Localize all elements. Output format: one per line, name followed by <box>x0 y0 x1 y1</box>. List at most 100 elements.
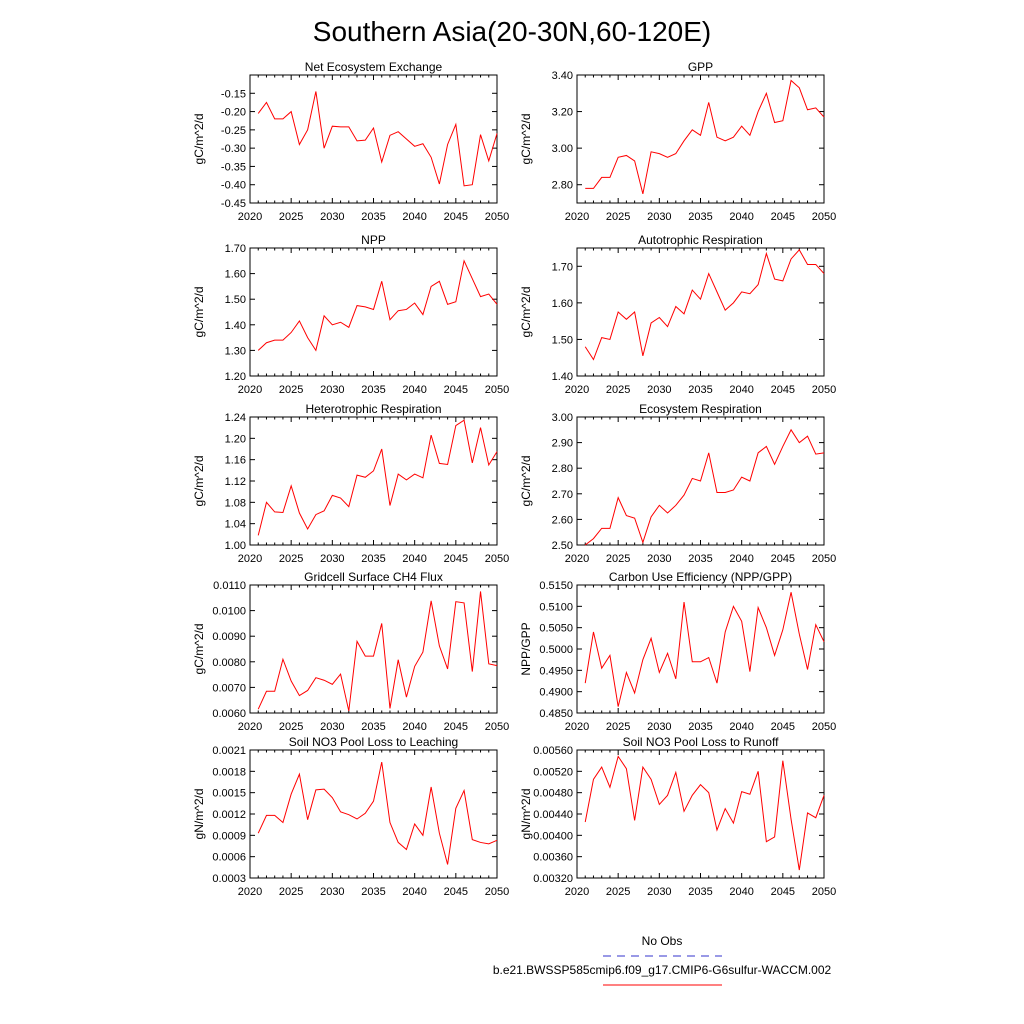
y-tick-label: 0.0018 <box>212 766 246 778</box>
x-tick-label: 2030 <box>647 553 671 565</box>
y-axis-label: gN/m^2/d <box>519 789 533 840</box>
y-axis-label: gC/m^2/d <box>519 114 533 165</box>
x-tick-label: 2045 <box>771 886 795 898</box>
y-tick-label: 0.5050 <box>539 623 573 635</box>
y-axis-label: NPP/GPP <box>519 622 533 675</box>
y-tick-label: 0.5000 <box>539 644 573 656</box>
y-tick-label: 2.70 <box>552 489 573 501</box>
y-tick-label: 0.0006 <box>212 852 246 864</box>
x-tick-label: 2025 <box>279 384 303 396</box>
y-tick-label: 0.00520 <box>533 766 573 778</box>
y-tick-label: 0.0060 <box>212 708 246 720</box>
series-line <box>257 761 498 865</box>
y-tick-label: 0.0003 <box>212 873 246 885</box>
y-tick-label: -0.30 <box>221 143 246 155</box>
y-tick-label: 3.40 <box>552 70 573 82</box>
y-axis-label: gC/m^2/d <box>519 287 533 338</box>
x-tick-label: 2020 <box>238 721 262 733</box>
x-tick-label: 2050 <box>812 211 836 223</box>
y-tick-label: -0.20 <box>221 107 246 119</box>
panel-heterotrophic-respiration: Heterotrophic Respiration gC/m^2/d 2020 202… <box>192 402 509 565</box>
y-axis-label: gN/m^2/d <box>192 789 206 840</box>
y-tick-label: 1.60 <box>225 269 246 281</box>
panel-grid: Net Ecosystem Exchange gC/m^2/d 2020 2025 20… <box>192 60 836 898</box>
y-tick-label: 0.4850 <box>539 708 573 720</box>
x-tick-label: 2020 <box>565 721 589 733</box>
y-tick-label: 0.0009 <box>212 830 246 842</box>
x-tick-label: 2045 <box>444 211 468 223</box>
y-tick-label: 0.0070 <box>212 682 246 694</box>
panel-title: Heterotrophic Respiration <box>305 402 441 416</box>
panel-title: Soil NO3 Pool Loss to Runoff <box>623 735 780 749</box>
legend-model-label: b.e21.BWSSP585cmip6.f09_g17.CMIP6-G6sulf… <box>493 963 832 977</box>
x-tick-label: 2045 <box>444 886 468 898</box>
x-tick-label: 2025 <box>279 721 303 733</box>
y-tick-label: 1.16 <box>225 455 246 467</box>
y-tick-label: 1.20 <box>225 433 246 445</box>
x-tick-label: 2020 <box>238 886 262 898</box>
panel-title: Gridcell Surface CH4 Flux <box>304 570 443 584</box>
panel-title: Autotrophic Respiration <box>638 233 763 247</box>
panel-gpp: GPP gC/m^2/d 2020 2025 2030 2035 2040 2045 2050 2… <box>519 60 836 223</box>
plot-frame <box>576 247 825 377</box>
panel-carbon-use-efficiency-npp-gpp: Carbon Use Efficiency (NPP/GPP) NPP/GPP 20… <box>519 570 836 733</box>
y-tick-label: 2.50 <box>552 540 573 552</box>
panel-soil-no3-pool-loss-to-leaching: Soil NO3 Pool Loss to Leaching gN/m^2/d 20… <box>192 735 509 898</box>
x-tick-label: 2050 <box>485 211 509 223</box>
figure-title: Southern Asia(20-30N,60-120E) <box>313 16 711 47</box>
y-tick-label: 1.00 <box>225 540 246 552</box>
y-tick-label: 0.5150 <box>539 580 573 592</box>
x-tick-label: 2040 <box>729 384 753 396</box>
panel-title: Soil NO3 Pool Loss to Leaching <box>289 735 458 749</box>
x-tick-label: 2035 <box>361 384 385 396</box>
y-tick-label: 1.40 <box>225 320 246 332</box>
y-tick-label: 0.0080 <box>212 657 246 669</box>
x-tick-label: 2040 <box>729 211 753 223</box>
x-tick-label: 2035 <box>361 211 385 223</box>
y-tick-label: 1.50 <box>552 334 573 346</box>
x-tick-label: 2020 <box>565 886 589 898</box>
panel-ecosystem-respiration: Ecosystem Respiration gC/m^2/d 2020 2025 203… <box>519 402 836 565</box>
x-tick-label: 2035 <box>688 384 712 396</box>
x-tick-label: 2025 <box>606 886 630 898</box>
legend: No Obs b.e21.BWSSP585cmip6.f09_g17.CMIP6… <box>493 934 832 986</box>
y-tick-label: 0.5100 <box>539 601 573 613</box>
y-tick-label: 1.70 <box>552 261 573 273</box>
x-tick-label: 2040 <box>402 721 426 733</box>
x-tick-label: 2040 <box>729 886 753 898</box>
x-tick-label: 2020 <box>565 384 589 396</box>
plot-frame <box>576 74 825 204</box>
x-tick-label: 2045 <box>771 211 795 223</box>
y-tick-label: 0.4950 <box>539 665 573 677</box>
y-tick-label: 0.0100 <box>212 606 246 618</box>
x-tick-label: 2050 <box>485 384 509 396</box>
x-tick-label: 2020 <box>565 211 589 223</box>
y-tick-label: 1.70 <box>225 243 246 255</box>
series-line <box>584 428 825 546</box>
y-tick-label: 0.4900 <box>539 687 573 699</box>
x-tick-label: 2035 <box>688 721 712 733</box>
panel-npp: NPP gC/m^2/d 2020 2025 2030 2035 2040 2045 2050 1… <box>192 233 509 396</box>
y-tick-label: 0.00440 <box>533 809 573 821</box>
y-axis-label: gC/m^2/d <box>192 624 206 675</box>
x-tick-label: 2025 <box>279 553 303 565</box>
y-axis-label: gC/m^2/d <box>192 287 206 338</box>
y-tick-label: 1.04 <box>225 519 246 531</box>
y-tick-label: 0.00360 <box>533 852 573 864</box>
panel-title: Net Ecosystem Exchange <box>305 60 443 74</box>
x-tick-label: 2050 <box>812 384 836 396</box>
panel-title: GPP <box>688 60 713 74</box>
series-line <box>257 591 498 712</box>
x-tick-label: 2050 <box>812 553 836 565</box>
series-line <box>257 419 498 536</box>
plot-frame <box>249 584 498 714</box>
x-tick-label: 2025 <box>606 553 630 565</box>
legend-obs-label: No Obs <box>642 934 683 948</box>
x-tick-label: 2035 <box>688 211 712 223</box>
x-tick-label: 2030 <box>320 553 344 565</box>
y-tick-label: 2.80 <box>552 463 573 475</box>
x-tick-label: 2040 <box>402 886 426 898</box>
x-tick-label: 2025 <box>279 211 303 223</box>
y-axis-label: gC/m^2/d <box>192 114 206 165</box>
